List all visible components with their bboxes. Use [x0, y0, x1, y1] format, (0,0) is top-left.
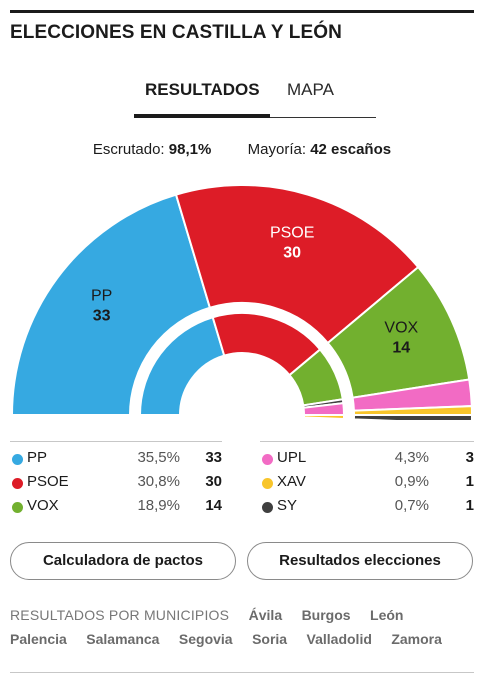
municipality-link-zamora[interactable]: Zamora — [391, 631, 442, 647]
upl-color-dot — [262, 454, 273, 465]
pacts-calculator-button[interactable]: Calculadora de pactos — [10, 542, 236, 580]
municipality-link-segovia[interactable]: Segovia — [178, 631, 233, 647]
legend-row-psoe: PSOE 30,8% 30 — [10, 473, 222, 497]
inner-segment-xav — [302, 414, 346, 420]
legend-party: XAV — [277, 473, 306, 490]
legend-vote-pct: 0,7% — [394, 497, 429, 514]
segment-seats-vox: 14 — [392, 340, 410, 357]
legend-party: UPL — [277, 449, 307, 466]
segment-seats-psoe: 30 — [283, 244, 301, 261]
segment-label-psoe: PSOE — [270, 224, 314, 241]
legend-vote-pct: 35,5% — [137, 449, 180, 466]
legend-vote-pct: 4,3% — [394, 449, 429, 466]
vox-color-dot — [12, 502, 23, 513]
legend-seats: 1 — [465, 497, 474, 514]
xav-color-dot — [262, 478, 273, 489]
municipality-link-avila[interactable]: Ávila — [248, 607, 283, 623]
page-title: ELECCIONES EN CASTILLA Y LEÓN — [10, 22, 342, 43]
bottom-divider — [10, 672, 474, 673]
legend-seats: 14 — [205, 497, 222, 514]
legend-party: SY — [277, 497, 298, 514]
election-results-button[interactable]: Resultados elecciones — [247, 542, 473, 580]
legend-row-vox: VOX 18,9% 14 — [10, 497, 222, 521]
scrutiny-value: 98,1% — [168, 141, 212, 158]
legend-party: PSOE — [27, 473, 69, 490]
tab-mapa[interactable]: MAPA — [287, 80, 334, 99]
legend-row-xav: XAV 0,9% 1 — [260, 473, 474, 497]
legend-seats: 1 — [465, 473, 474, 490]
legend-party: VOX — [27, 497, 59, 514]
municipality-link-palencia[interactable]: Palencia — [10, 631, 67, 647]
legend-seats: 3 — [465, 449, 474, 466]
legend-row-sy: SY 0,7% 1 — [260, 497, 474, 521]
top-rule — [10, 10, 474, 13]
legend-vote-pct: 18,9% — [137, 497, 180, 514]
outer-segment-pp — [10, 193, 212, 416]
scrutiny-label: Escrutado: — [92, 141, 165, 158]
municipality-link-soria[interactable]: Soria — [252, 631, 288, 647]
psoe-color-dot — [12, 478, 23, 489]
municipality-links: RESULTADOS POR MUNICIPIOS Ávila Burgos L… — [10, 603, 480, 651]
tab-resultados[interactable]: RESULTADOS — [145, 80, 260, 99]
outer-segment-psoe — [174, 184, 420, 345]
legend-left: PP 35,5% 33 PSOE 30,8% 30 VOX 18,9% 14 — [10, 449, 222, 521]
legend-divider-right — [260, 441, 474, 442]
legend-row-upl: UPL 4,3% 3 — [260, 449, 474, 473]
municipality-link-valladolid[interactable]: Valladolid — [306, 631, 372, 647]
scrutiny-summary: Escrutado: 98,1% Mayoría: 42 escaños — [0, 141, 484, 158]
sy-color-dot — [262, 502, 273, 513]
outer-segment-sy — [352, 414, 474, 420]
legend-right: UPL 4,3% 3 XAV 0,9% 1 SY 0,7% 1 — [260, 449, 474, 521]
legend-vote-pct: 0,9% — [394, 473, 429, 490]
segment-label-pp: PP — [91, 287, 112, 304]
majority-value: 42 escaños — [310, 141, 392, 158]
hemicycle-chart: PP 33 PSOE 30 VOX 14 — [10, 184, 474, 420]
legend-vote-pct: 30,8% — [137, 473, 180, 490]
legend-row-pp: PP 35,5% 33 — [10, 449, 222, 473]
legend-seats: 30 — [205, 473, 222, 490]
majority-label: Mayoría: — [247, 141, 307, 158]
tab-bar: RESULTADOS MAPA — [134, 78, 376, 118]
legend-seats: 33 — [205, 449, 222, 466]
legend-divider-left — [10, 441, 222, 442]
active-tab-indicator — [134, 114, 270, 118]
segment-label-vox: VOX — [384, 320, 418, 337]
legend-party: PP — [27, 449, 48, 466]
municipality-link-leon[interactable]: León — [370, 607, 404, 623]
municipality-link-burgos[interactable]: Burgos — [301, 607, 351, 623]
municipalities-label: RESULTADOS POR MUNICIPIOS — [10, 607, 230, 623]
municipality-link-salamanca[interactable]: Salamanca — [86, 631, 160, 647]
segment-seats-pp: 33 — [93, 307, 111, 324]
pp-color-dot — [12, 454, 23, 465]
